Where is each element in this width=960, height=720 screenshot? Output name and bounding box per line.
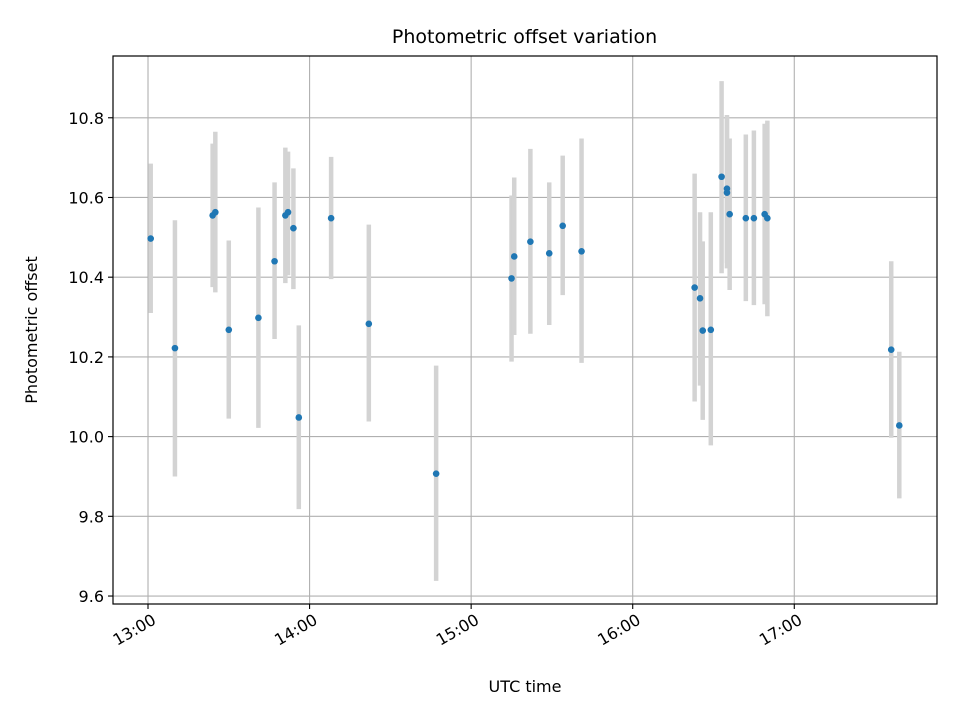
data-point [699, 327, 707, 334]
y-tick-label: 10.6 [68, 188, 104, 207]
data-point [896, 422, 903, 429]
error-bars [148, 81, 902, 581]
data-point [510, 253, 518, 260]
y-axis-ticks: 9.6 9.8 10.0 10.2 10.4 10.6 10.8 [68, 109, 113, 606]
data-points [147, 173, 903, 477]
data-point [327, 214, 335, 222]
y-tick-label: 10.8 [68, 109, 104, 128]
y-tick-label: 9.6 [79, 587, 104, 606]
data-point [284, 208, 292, 216]
grid [113, 56, 937, 604]
x-tick-label: 16:00 [594, 610, 643, 650]
y-tick-label: 10.2 [68, 348, 104, 367]
plot-frame [112, 55, 938, 605]
data-point [212, 208, 219, 216]
data-point [764, 214, 771, 222]
data-point [707, 326, 715, 334]
data-point [750, 214, 758, 222]
x-tick-label: 13:00 [110, 610, 159, 650]
y-tick-label: 10.4 [68, 268, 104, 287]
data-point [742, 214, 750, 222]
data-point [271, 257, 278, 265]
data-point [718, 173, 725, 181]
data-point [723, 189, 731, 197]
data-point [726, 210, 733, 218]
data-point [365, 320, 373, 328]
x-axis-ticks: 13:00 14:00 15:00 16:00 17:00 [110, 604, 805, 650]
data-point [887, 346, 895, 354]
data-point [171, 344, 179, 352]
data-point [290, 224, 297, 232]
x-tick-label: 14:00 [271, 610, 320, 650]
x-axis-label: UTC time [489, 677, 562, 696]
data-point [696, 295, 704, 302]
data-point [508, 275, 515, 282]
data-point [255, 314, 262, 322]
data-point [527, 238, 534, 246]
data-point [432, 470, 440, 477]
data-point [225, 326, 233, 334]
y-axis-label: Photometric offset [22, 256, 41, 404]
data-point [295, 414, 303, 421]
y-tick-label: 10.0 [68, 428, 104, 447]
chart-title: Photometric offset variation [392, 26, 657, 48]
data-point [559, 222, 566, 230]
data-point [147, 235, 154, 242]
data-point [578, 247, 585, 255]
data-point [545, 249, 553, 257]
y-tick-label: 9.8 [79, 507, 104, 526]
x-tick-label: 17:00 [756, 610, 805, 650]
x-tick-label: 15:00 [433, 610, 482, 650]
data-point [691, 284, 698, 291]
